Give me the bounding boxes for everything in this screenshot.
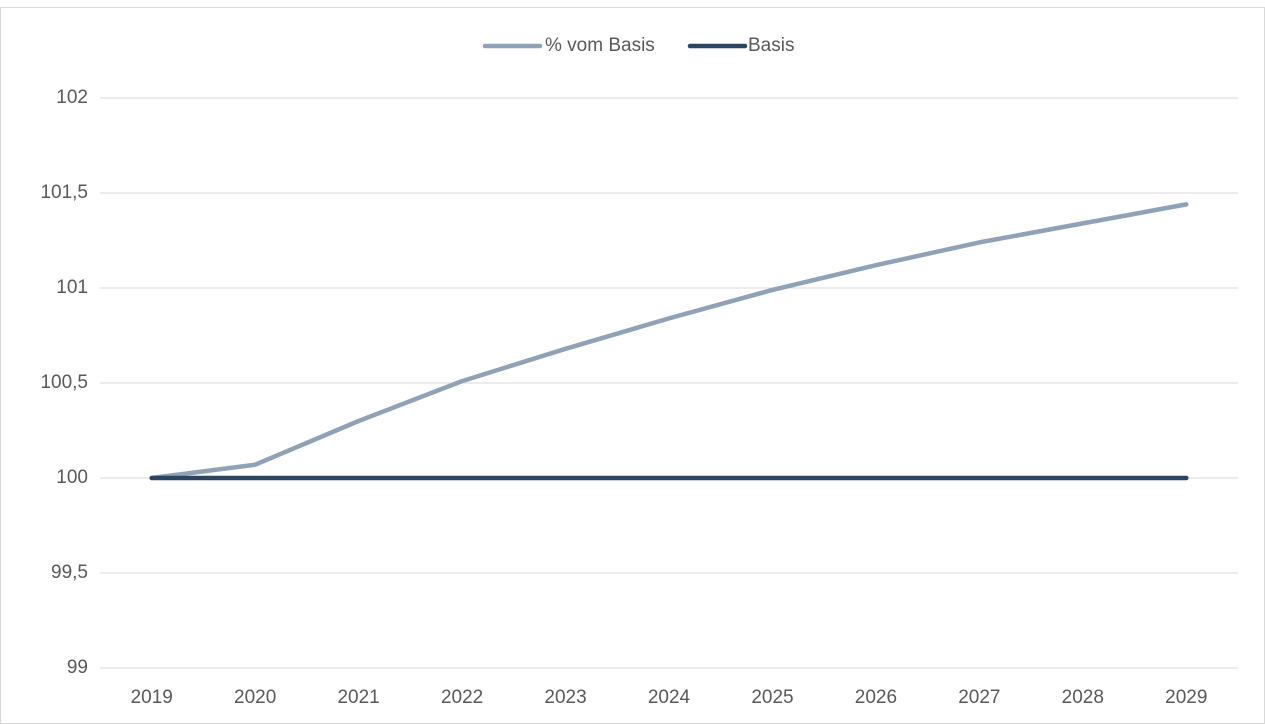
x-tick-label: 2026 (855, 687, 897, 708)
y-tick-label: 100,5 (40, 372, 88, 393)
x-tick-label: 2023 (544, 687, 586, 708)
x-tick-label: 2027 (958, 687, 1000, 708)
x-tick-label: 2021 (337, 687, 379, 708)
legend-label: % vom Basis (545, 35, 655, 56)
y-tick-label: 102 (56, 87, 88, 108)
x-tick-label: 2022 (441, 687, 483, 708)
legend-label: Basis (748, 35, 794, 56)
line-series (149, 202, 1189, 481)
y-tick-label: 101,5 (40, 182, 88, 203)
x-tick-label: 2028 (1062, 687, 1104, 708)
y-tick-label: 101 (56, 277, 88, 298)
x-tick-label: 2029 (1165, 687, 1207, 708)
x-tick-label: 2020 (234, 687, 276, 708)
y-tick-label: 100 (56, 467, 88, 488)
chart-border (0, 7, 1265, 724)
y-tick-label: 99,5 (51, 562, 88, 583)
x-tick-label: 2024 (648, 687, 691, 708)
x-tick-label: 2025 (751, 687, 793, 708)
y-tick-label: 99 (67, 657, 88, 678)
x-tick-label: 2019 (131, 687, 173, 708)
